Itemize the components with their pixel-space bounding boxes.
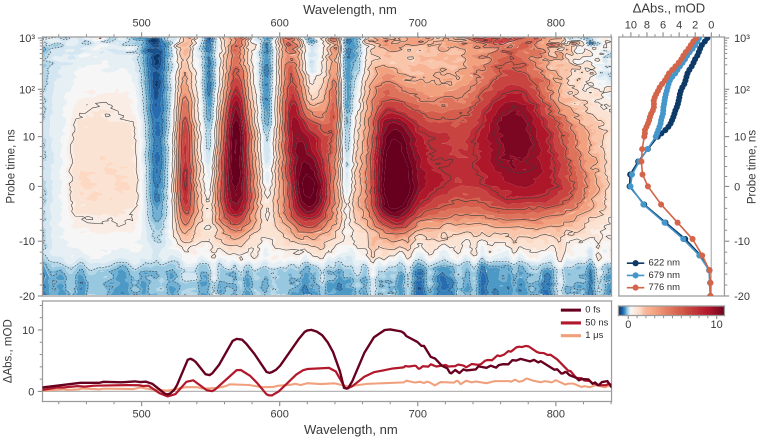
svg-text:Wavelength, nm: Wavelength, nm bbox=[303, 2, 397, 17]
svg-text:800: 800 bbox=[547, 409, 565, 421]
svg-text:0: 0 bbox=[28, 386, 34, 398]
svg-text:10²: 10² bbox=[734, 84, 750, 96]
svg-text:Wavelength, nm: Wavelength, nm bbox=[304, 422, 398, 437]
svg-text:0: 0 bbox=[625, 319, 631, 331]
svg-text:10²: 10² bbox=[19, 84, 35, 96]
svg-text:700: 700 bbox=[409, 409, 427, 421]
svg-text:622 nm: 622 nm bbox=[649, 258, 681, 269]
svg-text:Probe time, ns: Probe time, ns bbox=[746, 130, 758, 204]
svg-text:700: 700 bbox=[409, 18, 427, 30]
svg-text:500: 500 bbox=[132, 409, 150, 421]
svg-text:8: 8 bbox=[644, 20, 650, 32]
svg-text:10³: 10³ bbox=[734, 33, 750, 45]
svg-text:ΔAbs., mOD: ΔAbs., mOD bbox=[633, 1, 706, 16]
svg-text:500: 500 bbox=[132, 18, 150, 30]
svg-text:600: 600 bbox=[271, 409, 289, 421]
svg-text:50 ns: 50 ns bbox=[585, 317, 608, 328]
svg-text:10: 10 bbox=[711, 319, 723, 331]
svg-text:-10: -10 bbox=[734, 236, 750, 248]
svg-text:600: 600 bbox=[271, 18, 289, 30]
svg-text:-20: -20 bbox=[19, 291, 35, 303]
svg-text:2: 2 bbox=[692, 20, 698, 32]
svg-text:10: 10 bbox=[23, 132, 35, 144]
svg-text:-10: -10 bbox=[19, 236, 35, 248]
svg-text:6: 6 bbox=[660, 20, 666, 32]
svg-text:0: 0 bbox=[29, 181, 35, 193]
svg-text:776 nm: 776 nm bbox=[649, 282, 681, 293]
svg-text:ΔAbs., mOD: ΔAbs., mOD bbox=[3, 319, 15, 383]
svg-text:1 μs: 1 μs bbox=[585, 330, 603, 341]
svg-text:4: 4 bbox=[676, 20, 682, 32]
svg-text:0: 0 bbox=[734, 181, 740, 193]
svg-text:800: 800 bbox=[547, 18, 565, 30]
svg-text:Probe time, ns: Probe time, ns bbox=[6, 129, 18, 203]
svg-text:679 nm: 679 nm bbox=[649, 270, 681, 281]
svg-text:0 fs: 0 fs bbox=[585, 305, 600, 316]
svg-text:10: 10 bbox=[734, 132, 746, 144]
svg-text:10³: 10³ bbox=[19, 33, 35, 45]
svg-text:10: 10 bbox=[22, 325, 34, 337]
svg-text:10: 10 bbox=[625, 20, 637, 32]
svg-text:0: 0 bbox=[708, 20, 714, 32]
svg-text:-20: -20 bbox=[734, 291, 750, 303]
